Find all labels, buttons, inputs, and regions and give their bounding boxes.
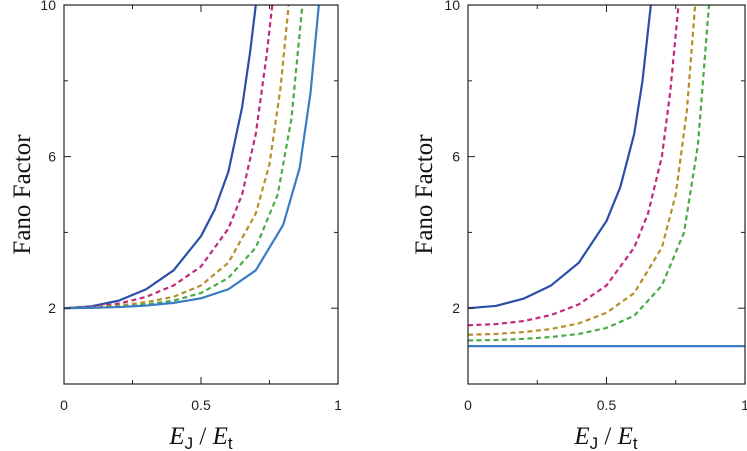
y-axis-title: Fano Factor <box>411 134 438 255</box>
series-line-dashed-green <box>468 5 711 342</box>
series-line-solid-blue-light <box>64 5 320 310</box>
x-tick-label: 0.5 <box>191 397 211 413</box>
left-panel: 0 0.5 1 2 6 10 Fano Factor EJ / Et <box>9 0 342 451</box>
x-axis-title: EJ / Et <box>168 423 233 451</box>
x-tick-label: 1 <box>741 397 747 413</box>
y-tick-label: 10 <box>40 0 56 13</box>
right-panel: 0 0.5 1 2 6 10 Fano Factor EJ / Et <box>411 0 747 451</box>
series-line-solid-blue-dark <box>468 5 652 310</box>
y-tick-label: 2 <box>48 300 56 316</box>
series-line-dashed-magenta <box>468 5 680 327</box>
series-line-dashed-olive <box>64 5 290 310</box>
x-tick-label: 0 <box>60 397 68 413</box>
y-tick-label: 10 <box>444 0 460 13</box>
x-tick-label: 0 <box>464 397 472 413</box>
y-axis-title: Fano Factor <box>9 134 36 255</box>
y-tick-label: 2 <box>452 300 460 316</box>
y-tick-label: 6 <box>452 149 460 165</box>
series-line-dashed-olive <box>468 5 697 336</box>
series-line-solid-blue-dark <box>64 5 257 310</box>
y-tick-label: 6 <box>48 149 56 165</box>
x-tick-label: 1 <box>334 397 342 413</box>
x-tick-label: 0.5 <box>597 397 617 413</box>
x-axis-title: EJ / Et <box>573 423 638 451</box>
series-line-dashed-magenta <box>64 5 274 310</box>
